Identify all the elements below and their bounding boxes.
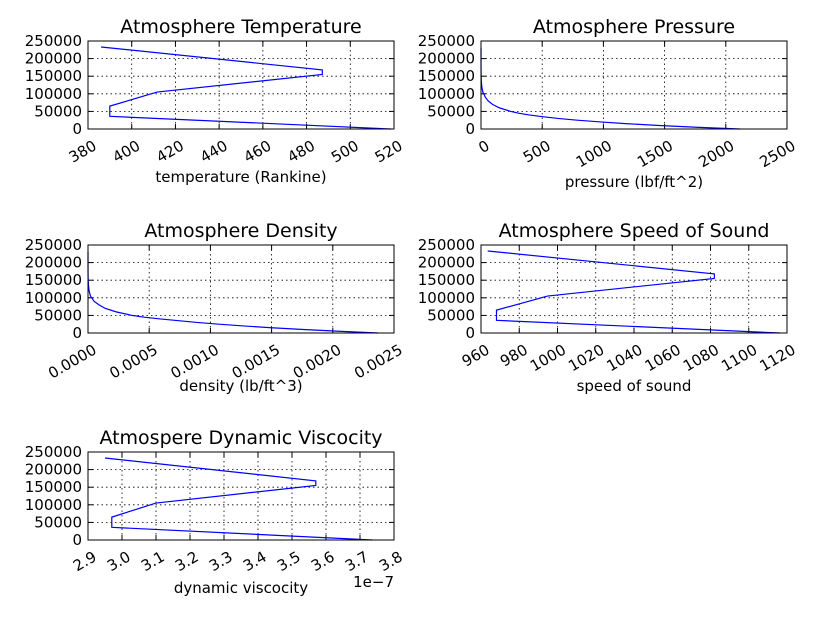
chart-title: Atmosphere Density	[144, 220, 337, 242]
x-offset-label: 1e−7	[353, 573, 394, 591]
y-tick-label: 150000	[25, 478, 82, 496]
plot-area-frame	[87, 451, 395, 541]
x-axis-label: pressure (lbf/ft^2)	[565, 173, 703, 191]
y-tick-label: 50000	[427, 102, 475, 120]
y-tick-label: 0	[72, 531, 82, 549]
y-tick-label: 0	[72, 120, 82, 138]
y-tick-label: 250000	[418, 236, 475, 254]
series-line-1	[104, 457, 373, 541]
series-line-1	[487, 250, 781, 334]
y-tick-label: 250000	[25, 32, 82, 50]
plot-area-frame	[87, 40, 395, 130]
x-axis-label: temperature (Rankine)	[155, 168, 326, 186]
plot-area-frame	[480, 40, 788, 130]
plot-area-frame	[480, 244, 788, 334]
y-tick-label: 250000	[25, 443, 82, 461]
y-tick-label: 200000	[418, 50, 475, 68]
y-tick-label: 100000	[418, 85, 475, 103]
y-tick-label: 50000	[34, 513, 82, 531]
chart-title: Atmospere Dynamic Viscocity	[99, 427, 382, 449]
y-tick-label: 250000	[418, 32, 475, 50]
y-tick-label: 100000	[25, 496, 82, 514]
y-tick-label: 150000	[418, 271, 475, 289]
y-tick-label: 100000	[25, 289, 82, 307]
y-tick-label: 100000	[418, 289, 475, 307]
y-tick-label: 150000	[25, 67, 82, 85]
chart-title: Atmosphere Speed of Sound	[499, 220, 770, 242]
y-tick-label: 0	[72, 324, 82, 342]
series-line-1	[101, 46, 392, 130]
x-axis-label: speed of sound	[577, 377, 692, 395]
y-tick-label: 50000	[34, 306, 82, 324]
y-tick-label: 0	[465, 324, 475, 342]
y-tick-label: 200000	[25, 50, 82, 68]
y-tick-label: 200000	[418, 254, 475, 272]
y-tick-label: 50000	[34, 102, 82, 120]
chart-title: Atmosphere Pressure	[533, 16, 735, 38]
y-tick-label: 250000	[25, 236, 82, 254]
chart-title: Atmosphere Temperature	[120, 16, 361, 38]
y-tick-label: 150000	[418, 67, 475, 85]
y-tick-label: 200000	[25, 461, 82, 479]
plot-area-frame	[87, 244, 395, 334]
x-axis-label: density (lb/ft^3)	[179, 377, 302, 395]
x-axis-label: dynamic viscocity	[174, 579, 308, 597]
y-tick-label: 50000	[427, 306, 475, 324]
y-tick-label: 200000	[25, 254, 82, 272]
y-tick-label: 150000	[25, 271, 82, 289]
y-tick-label: 100000	[25, 85, 82, 103]
y-tick-label: 0	[465, 120, 475, 138]
